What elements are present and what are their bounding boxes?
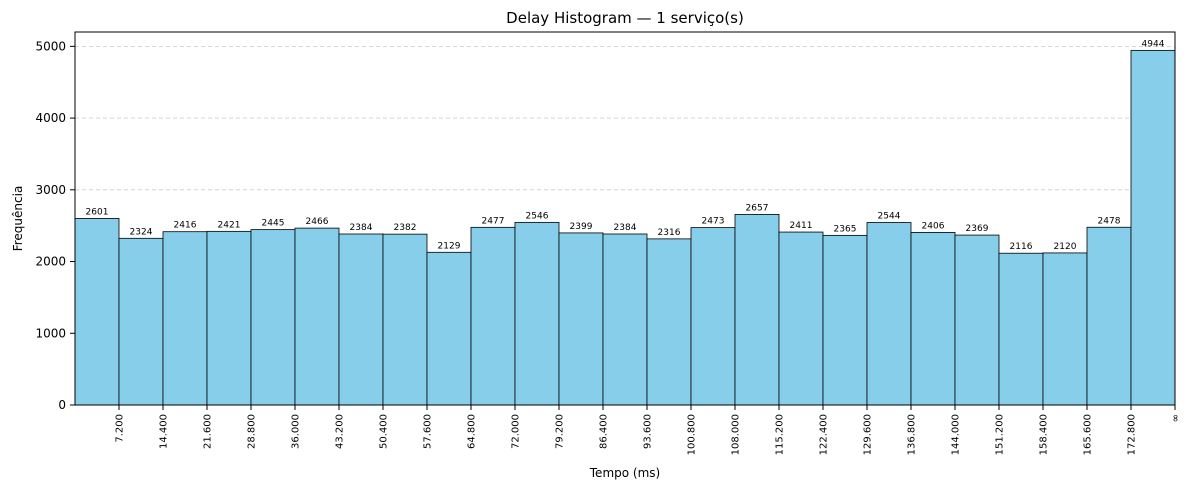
y-tick-label-1: 1000 — [35, 326, 66, 340]
bar-20 — [954, 234, 1000, 406]
data-label-2: 2416 — [174, 221, 197, 231]
bar-5 — [294, 227, 340, 406]
y-axis-ticks: 0 1000 2000 3000 4000 5000 — [35, 39, 75, 412]
data-label-11: 2399 — [570, 222, 593, 232]
bar-18 — [866, 222, 912, 406]
data-label-17: 2365 — [834, 224, 857, 234]
bar-15 — [734, 214, 780, 406]
y-tick-label-3: 3000 — [35, 183, 66, 197]
data-label-15: 2657 — [746, 203, 769, 213]
data-label-20: 2369 — [966, 224, 989, 234]
x-tick-label-22: 165.600 — [1083, 414, 1094, 455]
data-label-9: 2477 — [482, 216, 505, 226]
x-tick-label-4: 36.000 — [291, 414, 302, 449]
x-tick-label-16: 122.400 — [819, 414, 830, 455]
bar-10 — [514, 221, 560, 406]
data-labels: 2601 2324 2416 2421 2445 2466 2384 2382 2129 2477… — [86, 39, 1165, 252]
data-label-22: 2120 — [1054, 242, 1077, 252]
data-label-10: 2546 — [526, 211, 549, 221]
data-label-21: 2116 — [1010, 242, 1033, 252]
bar-19 — [910, 232, 956, 406]
bar-23 — [1086, 226, 1132, 406]
bar-1 — [118, 237, 164, 406]
data-label-16: 2411 — [790, 221, 813, 231]
x-axis-label: Tempo (ms) — [589, 466, 660, 480]
bar-2 — [162, 231, 208, 406]
bar-11 — [558, 232, 604, 406]
x-tick-label-1: 14.400 — [159, 414, 170, 449]
chart-title: Delay Histogram — 1 serviço(s) — [506, 9, 744, 27]
x-tick-label-2: 21.600 — [203, 414, 214, 449]
bar-12 — [602, 233, 648, 406]
data-label-19: 2406 — [922, 221, 945, 231]
x-tick-label-21: 158.400 — [1039, 414, 1050, 455]
x-tick-label-11: 86.400 — [599, 414, 610, 449]
y-tick-label-4: 4000 — [35, 111, 66, 125]
bar-22 — [1042, 252, 1088, 406]
data-label-8: 2129 — [438, 241, 461, 251]
bar-16 — [778, 231, 824, 406]
data-label-12: 2384 — [614, 223, 637, 233]
x-tick-label-19: 144.000 — [951, 414, 962, 455]
data-label-1: 2324 — [130, 227, 153, 237]
bar-0 — [74, 218, 120, 406]
x-tick-label-23: 172.800 — [1127, 414, 1138, 455]
x-tick-label-9: 72.000 — [511, 414, 522, 449]
bar-4 — [250, 229, 296, 406]
data-label-7: 2382 — [394, 223, 417, 233]
data-label-5: 2466 — [306, 217, 329, 227]
x-tick-label-5: 43.200 — [335, 414, 346, 449]
bar-8 — [426, 251, 472, 406]
bar-7 — [382, 233, 428, 406]
bar-6 — [338, 233, 384, 406]
data-label-24: 4944 — [1142, 39, 1165, 49]
data-label-14: 2473 — [702, 217, 725, 227]
data-label-13: 2316 — [658, 228, 681, 238]
x-tick-label-8: 64.800 — [467, 414, 478, 449]
x-tick-label-6: 50.400 — [379, 414, 390, 449]
x-tick-label-24: ∞ — [1171, 414, 1182, 422]
x-tick-label-17: 129.600 — [863, 414, 874, 455]
x-tick-label-3: 28.800 — [247, 414, 258, 449]
x-tick-label-18: 136.800 — [907, 414, 918, 455]
bar-17 — [822, 234, 868, 406]
data-label-4: 2445 — [262, 219, 285, 229]
bars — [74, 49, 1176, 406]
x-tick-label-13: 100.800 — [687, 414, 698, 455]
y-tick-label-2: 2000 — [35, 255, 66, 269]
y-tick-label-5: 5000 — [35, 39, 66, 53]
data-label-18: 2544 — [878, 212, 901, 222]
plot-frame — [74, 31, 1176, 406]
y-axis-label: Frequência — [11, 186, 25, 252]
x-tick-label-0: 7.200 — [115, 414, 126, 443]
x-tick-label-14: 108.000 — [731, 414, 742, 455]
x-tick-label-15: 115.200 — [775, 414, 786, 455]
x-tick-label-7: 57.600 — [423, 414, 434, 449]
data-label-23: 2478 — [1098, 216, 1121, 226]
x-tick-label-20: 151.200 — [995, 414, 1006, 455]
bar-13 — [646, 238, 692, 406]
y-tick-label-0: 0 — [58, 398, 66, 412]
bar-21 — [998, 252, 1044, 406]
bar-24 — [1130, 49, 1176, 406]
data-label-0: 2601 — [86, 207, 109, 217]
data-label-6: 2384 — [350, 223, 373, 233]
data-label-3: 2421 — [218, 220, 241, 230]
bar-3 — [206, 230, 252, 406]
bar-14 — [690, 227, 736, 406]
bar-9 — [470, 226, 516, 406]
x-axis-ticks: 7.200 14.400 21.600 28.800 36.000 43.200 50.40… — [115, 405, 1182, 455]
x-tick-label-12: 93.600 — [643, 414, 654, 449]
x-tick-label-10: 79.200 — [555, 414, 566, 449]
